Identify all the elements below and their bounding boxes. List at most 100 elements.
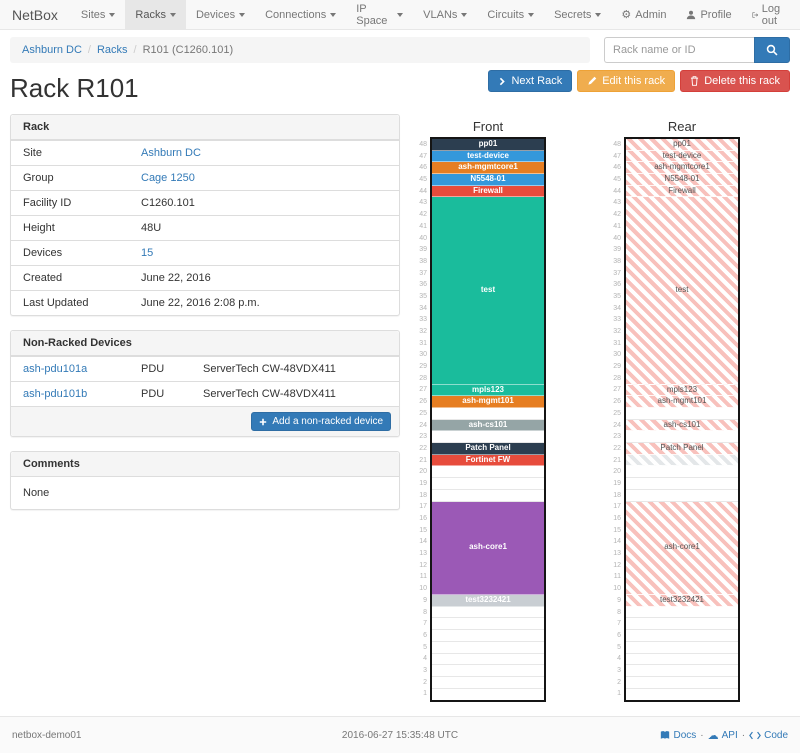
rack-unit-empty: [432, 466, 544, 479]
breadcrumb-racks-link[interactable]: Racks: [96, 44, 128, 56]
rack-device[interactable]: ash-cs101: [626, 419, 738, 432]
rack-unit-empty: [432, 618, 544, 631]
edit-rack-button[interactable]: Edit this rack: [577, 70, 676, 92]
devices-count-link[interactable]: 15: [141, 247, 154, 259]
rack-device[interactable]: test: [432, 197, 544, 385]
unit-number: 15: [419, 526, 427, 534]
rack-device[interactable]: ash-mgmtcore1: [626, 162, 738, 175]
add-non-racked-device-button[interactable]: Add a non-racked device: [251, 412, 391, 431]
admin-link[interactable]: ⚙ Admin: [611, 0, 676, 29]
rack-device[interactable]: Firewall: [626, 185, 738, 198]
rack-device[interactable]: mpls123: [626, 384, 738, 397]
rack-device[interactable]: test-device: [626, 150, 738, 163]
profile-link[interactable]: Profile: [676, 0, 741, 29]
rack-device[interactable]: Patch Panel: [432, 443, 544, 455]
created-value: June 22, 2016: [141, 272, 211, 284]
nav-item-connections[interactable]: Connections: [255, 0, 346, 29]
device-link[interactable]: ash-pdu101a: [23, 363, 88, 375]
footer-separator: ·: [741, 729, 746, 741]
nav-item-sites[interactable]: Sites: [71, 0, 125, 29]
unit-number: 25: [419, 409, 427, 417]
navbar-right: ⚙ Admin Profile Log out: [611, 0, 800, 29]
brand-netbox[interactable]: NetBox: [12, 7, 58, 23]
rack-device[interactable]: N5548-01: [432, 174, 544, 186]
rack-device[interactable]: ash-core1: [626, 501, 738, 596]
nav-item-label: Sites: [80, 8, 106, 21]
table-row: Site Ashburn DC: [11, 140, 399, 165]
rack-device[interactable]: pp01: [626, 139, 738, 151]
table-row: Group Cage 1250: [11, 165, 399, 190]
nav-item-label: VLANs: [423, 8, 458, 21]
user-icon: [687, 10, 696, 19]
rack-unit-empty: [432, 630, 544, 642]
unit-number: 10: [419, 585, 427, 593]
device-link[interactable]: ash-pdu101b: [23, 388, 88, 400]
rack-device[interactable]: Patch Panel: [626, 443, 738, 455]
unit-number: 1: [617, 690, 621, 698]
delete-rack-label: Delete this rack: [704, 75, 780, 87]
chevron-down-icon: [461, 12, 468, 17]
unit-number: 12: [419, 561, 427, 569]
unit-number: 6: [617, 631, 621, 639]
rack-device[interactable]: mpls123: [432, 384, 544, 397]
unit-number: 20: [419, 468, 427, 476]
unit-number: 17: [613, 503, 621, 511]
unit-number: 9: [617, 596, 621, 604]
unit-number: 18: [419, 491, 427, 499]
chevron-down-icon: [595, 12, 602, 17]
unit-number: 8: [423, 608, 427, 616]
rack-unit-empty: [432, 653, 544, 666]
unit-number: 13: [613, 550, 621, 558]
api-link[interactable]: ☁ API: [708, 730, 738, 741]
nav-item-ip-space[interactable]: IP Space: [346, 0, 413, 29]
rack-device[interactable]: Firewall: [432, 185, 544, 198]
rack-device[interactable]: N5548-01: [626, 174, 738, 186]
code-link[interactable]: Code: [749, 730, 788, 741]
breadcrumb-row: Ashburn DC / Racks / R101 (C1260.101): [10, 37, 790, 63]
rack-device[interactable]: test: [626, 197, 738, 385]
docs-link[interactable]: Docs: [660, 730, 696, 741]
nav-item-label: Racks: [135, 8, 166, 21]
unit-number: 43: [613, 199, 621, 207]
rack-device[interactable]: ash-mgmt101: [626, 396, 738, 408]
rack-device[interactable]: pp01: [432, 139, 544, 151]
logout-link[interactable]: Log out: [742, 0, 794, 29]
rack-unit-empty: [626, 466, 738, 479]
rack-device[interactable]: ash-cs101: [432, 419, 544, 432]
nav-item-devices[interactable]: Devices: [186, 0, 255, 29]
rack-unit-empty: [432, 489, 544, 502]
rack-device[interactable]: test-device: [432, 150, 544, 163]
breadcrumb-site-link[interactable]: Ashburn DC: [22, 44, 82, 56]
rack-device[interactable]: Fortinet FW: [432, 454, 544, 467]
next-rack-button[interactable]: Next Rack: [488, 70, 573, 92]
rack-device[interactable]: test3232421: [432, 595, 544, 607]
device-role: PDU: [141, 388, 165, 400]
table-row: ash-pdu101b PDU ServerTech CW-48VDX411: [11, 381, 399, 406]
page-title: Rack R101: [10, 73, 139, 103]
api-label: API: [721, 729, 738, 741]
search-button[interactable]: [754, 37, 790, 63]
unit-numbers: 48 47 46 45 44 43 42 41 40 39 38 37 36 35 34 33 32 31 30 29…: [607, 137, 624, 702]
navbar: NetBox Sites Racks Devices Connections I…: [0, 0, 800, 30]
unit-number: 12: [613, 561, 621, 569]
unit-number: 28: [419, 374, 427, 382]
nav-item-secrets[interactable]: Secrets: [544, 0, 611, 29]
rack-grid: pp01 test-device ash-mgmtcore1 N5548-01 Fire…: [430, 137, 546, 703]
nav-item-racks[interactable]: Racks: [125, 0, 186, 29]
unit-number: 5: [423, 643, 427, 651]
rack-device[interactable]: ash-mgmt101: [432, 396, 544, 408]
rack-device[interactable]: ash-mgmtcore1: [432, 162, 544, 175]
rack-unit-empty: [432, 431, 544, 444]
pencil-icon: [588, 76, 597, 85]
nav-item-vlans[interactable]: VLANs: [413, 0, 477, 29]
unit-number: 3: [423, 666, 427, 674]
site-link[interactable]: Ashburn DC: [141, 147, 201, 159]
nav-item-circuits[interactable]: Circuits: [477, 0, 544, 29]
add-non-racked-device-label: Add a non-racked device: [272, 416, 383, 427]
group-link[interactable]: Cage 1250: [141, 172, 195, 184]
rack-unit-empty: [432, 641, 544, 654]
delete-rack-button[interactable]: Delete this rack: [680, 70, 790, 92]
rack-device[interactable]: ash-core1: [432, 501, 544, 596]
rack-device[interactable]: test3232421: [626, 595, 738, 607]
search-input[interactable]: [604, 37, 754, 63]
